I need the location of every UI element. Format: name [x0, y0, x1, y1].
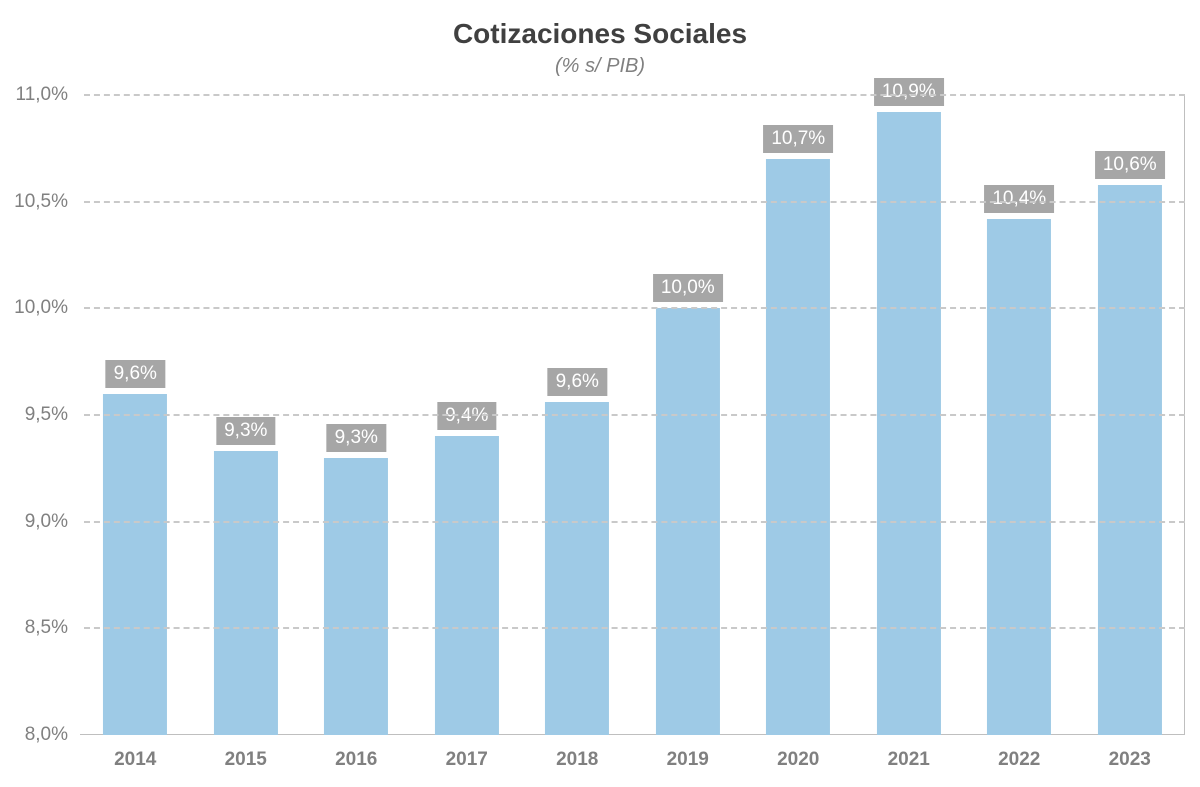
- bar: [877, 112, 941, 735]
- xtick-label: 2021: [888, 735, 930, 771]
- gridline: [84, 521, 1185, 523]
- xtick-label: 2019: [667, 735, 709, 771]
- bar: [766, 159, 830, 735]
- chart-subtitle: (% s/ PIB): [0, 55, 1200, 78]
- xtick-label: 2018: [556, 735, 598, 771]
- ytick-label: 10,5%: [14, 191, 80, 213]
- ytick-label: 9,0%: [25, 511, 80, 533]
- bar: [545, 402, 609, 735]
- plot-area: 9,6%20149,3%20159,3%20169,4%20179,6%2018…: [80, 95, 1185, 735]
- chart-title: Cotizaciones Sociales: [0, 18, 1200, 50]
- gridline: [84, 307, 1185, 309]
- xtick-label: 2014: [114, 735, 156, 771]
- bar: [214, 451, 278, 735]
- gridline: [84, 627, 1185, 629]
- ytick-label: 11,0%: [16, 84, 80, 106]
- ytick-label: 8,5%: [25, 617, 80, 639]
- gridline: [84, 201, 1185, 203]
- xtick-label: 2016: [335, 735, 377, 771]
- gridline: [84, 414, 1185, 416]
- xtick-label: 2023: [1109, 735, 1151, 771]
- value-label: 9,6%: [548, 368, 607, 396]
- bar: [435, 436, 499, 735]
- value-label: 10,6%: [1095, 151, 1165, 179]
- value-label: 10,4%: [984, 185, 1054, 213]
- value-label: 10,0%: [653, 274, 723, 302]
- xtick-label: 2017: [446, 735, 488, 771]
- bar: [324, 458, 388, 735]
- ytick-label: 9,5%: [25, 404, 80, 426]
- value-label: 9,3%: [327, 424, 386, 452]
- value-label: 9,6%: [106, 360, 165, 388]
- value-label: 9,4%: [437, 402, 496, 430]
- value-label: 10,9%: [874, 78, 944, 106]
- value-label: 9,3%: [216, 417, 275, 445]
- bar: [103, 394, 167, 735]
- bar: [987, 219, 1051, 735]
- value-label: 10,7%: [763, 125, 833, 153]
- xtick-label: 2020: [777, 735, 819, 771]
- xtick-label: 2015: [225, 735, 267, 771]
- bar: [1098, 185, 1162, 735]
- ytick-label: 10,0%: [14, 297, 80, 319]
- chart-container: Cotizaciones Sociales (% s/ PIB) 9,6%201…: [0, 0, 1200, 787]
- gridline: [84, 94, 1185, 96]
- ytick-label: 8,0%: [25, 724, 80, 746]
- xtick-label: 2022: [998, 735, 1040, 771]
